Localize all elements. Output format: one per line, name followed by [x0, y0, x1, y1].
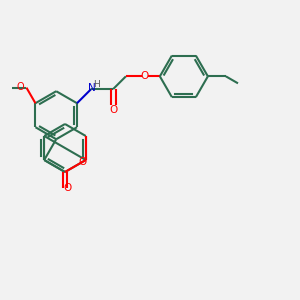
Text: O: O: [64, 183, 72, 193]
Text: O: O: [141, 71, 149, 81]
Text: O: O: [16, 82, 24, 92]
Text: O: O: [79, 157, 87, 167]
Text: N: N: [88, 83, 96, 93]
Text: O: O: [109, 105, 117, 115]
Text: H: H: [93, 80, 100, 88]
